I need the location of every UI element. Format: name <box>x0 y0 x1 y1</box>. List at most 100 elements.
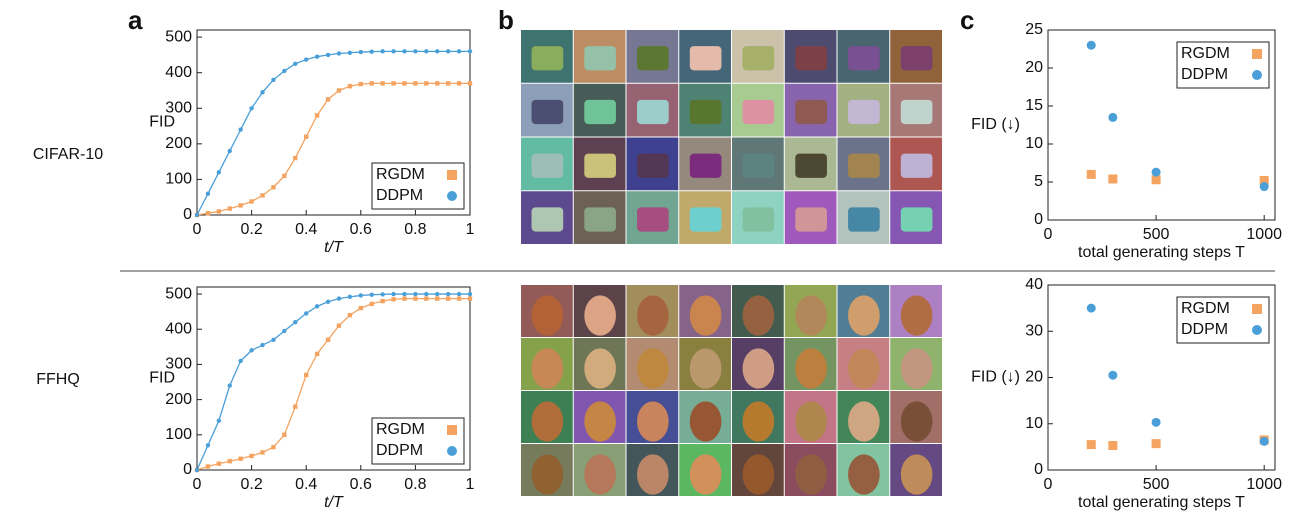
x-tick-label: 0 <box>193 476 202 493</box>
data-point <box>271 78 275 82</box>
object <box>743 100 775 124</box>
data-point <box>304 373 308 377</box>
object <box>637 100 669 124</box>
face <box>690 295 722 335</box>
x-tick-label: 0 <box>193 221 202 238</box>
data-point <box>457 49 461 53</box>
face <box>848 454 880 494</box>
face <box>690 348 722 388</box>
data-point <box>228 459 232 463</box>
y-tick-label: 20 <box>1025 369 1043 386</box>
data-point <box>380 292 384 296</box>
panel-letter: c <box>960 5 974 35</box>
data-point <box>424 296 428 300</box>
data-point <box>238 359 242 363</box>
data-point <box>293 156 297 160</box>
legend-label: RGDM <box>376 166 425 183</box>
y-tick-label: 40 <box>1025 276 1043 293</box>
x-axis-label: t/T <box>324 239 344 256</box>
data-point <box>326 97 330 101</box>
y-tick-label: 20 <box>1025 59 1043 76</box>
object <box>795 207 827 231</box>
data-point <box>424 81 428 85</box>
data-point <box>391 49 395 53</box>
data-point <box>435 296 439 300</box>
data-point <box>228 206 232 210</box>
legend-label: RGDM <box>1181 45 1230 62</box>
data-point <box>304 57 308 61</box>
legend-label: DDPM <box>376 187 423 204</box>
legend-label: RGDM <box>1181 300 1230 317</box>
data-point <box>304 311 308 315</box>
y-tick-label: 100 <box>165 426 192 443</box>
data-point <box>435 292 439 296</box>
y-axis-label: FID (↓) <box>971 116 1020 133</box>
y-tick-label: 200 <box>165 135 192 152</box>
data-point <box>413 296 417 300</box>
x-tick-label: 500 <box>1143 476 1170 493</box>
data-point <box>446 49 450 53</box>
face <box>532 454 564 494</box>
data-point <box>260 343 264 347</box>
data-point <box>1152 439 1161 448</box>
row-label: CIFAR-10 <box>33 146 103 163</box>
face <box>532 401 564 441</box>
y-tick-label: 0 <box>183 206 192 223</box>
x-axis-label: total generating steps T <box>1078 244 1245 261</box>
y-tick-label: 0 <box>183 461 192 478</box>
data-point <box>195 213 199 217</box>
object <box>584 100 616 124</box>
figure: a b c CIFAR-10 FFHQ 010020030040050000.2… <box>0 0 1301 517</box>
object <box>690 154 722 178</box>
object <box>690 100 722 124</box>
legend-marker <box>447 191 457 201</box>
data-point <box>413 292 417 296</box>
data-point <box>1260 437 1269 446</box>
face <box>690 401 722 441</box>
object <box>637 46 669 70</box>
x-tick-label: 1000 <box>1246 226 1282 243</box>
x-tick-label: 0.6 <box>350 221 372 238</box>
data-point <box>348 295 352 299</box>
face <box>532 295 564 335</box>
legend-label: DDPM <box>1181 66 1228 83</box>
data-point <box>391 81 395 85</box>
face <box>637 295 669 335</box>
y-tick-label: 15 <box>1025 97 1043 114</box>
legend-marker <box>447 170 457 180</box>
object <box>901 46 933 70</box>
data-point <box>1087 41 1096 50</box>
data-point <box>402 296 406 300</box>
data-point <box>1087 440 1096 449</box>
data-point <box>293 404 297 408</box>
x-tick-label: 1 <box>466 221 475 238</box>
object <box>584 207 616 231</box>
data-point <box>391 297 395 301</box>
data-point <box>457 292 461 296</box>
data-point <box>457 296 461 300</box>
data-point <box>424 49 428 53</box>
face <box>637 401 669 441</box>
x-tick-label: 0 <box>1044 476 1053 493</box>
data-point <box>468 49 472 53</box>
data-point <box>217 461 221 465</box>
object <box>848 207 880 231</box>
object <box>690 207 722 231</box>
face <box>584 454 616 494</box>
data-point <box>249 106 253 110</box>
data-point <box>249 199 253 203</box>
data-point <box>1260 182 1269 191</box>
y-tick-label: 10 <box>1025 415 1043 432</box>
data-point <box>315 352 319 356</box>
object <box>743 154 775 178</box>
object <box>584 46 616 70</box>
x-tick-label: 500 <box>1143 226 1170 243</box>
data-point <box>413 49 417 53</box>
data-point <box>402 81 406 85</box>
data-point <box>326 300 330 304</box>
face <box>637 348 669 388</box>
face <box>901 348 933 388</box>
data-point <box>206 191 210 195</box>
face <box>901 401 933 441</box>
legend-label: DDPM <box>376 442 423 459</box>
